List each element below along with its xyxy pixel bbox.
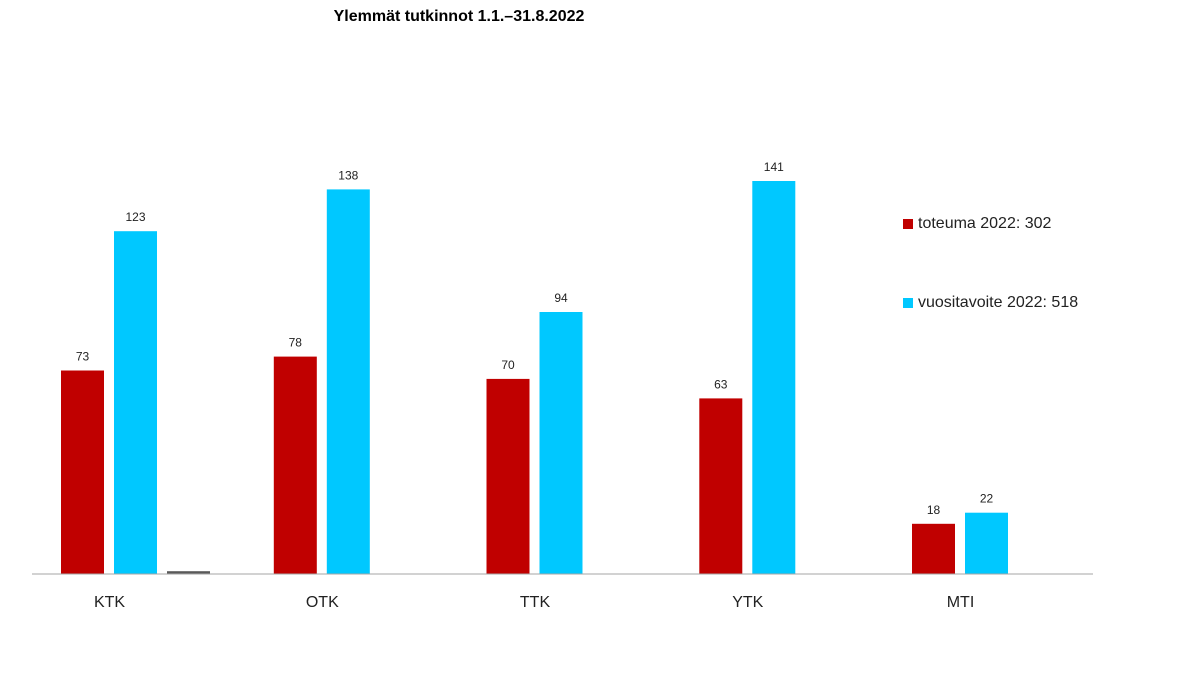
bar-ytk-series-1 [752, 181, 796, 574]
data-label-ktk-series-0: 73 [76, 350, 90, 364]
legend-swatch-toteuma [903, 219, 913, 229]
bar-ktk-series-2 [167, 571, 210, 574]
bar-ttk-series-0 [486, 378, 530, 574]
chart-title: Ylemmät tutkinnot 1.1.–31.8.2022 [333, 8, 585, 25]
bars-layer [61, 181, 1008, 574]
data-label-mti-series-1: 22 [980, 492, 994, 506]
labels-layer: 73 123 KTK 78 138 OTK 70 94 TTK 63 141 YTK 18 22 MTI [76, 160, 994, 611]
data-label-ttk-series-0: 70 [501, 358, 515, 372]
x-tick-label-mti: MTI [947, 594, 975, 611]
data-label-ttk-series-1: 94 [554, 291, 568, 305]
data-label-otk-series-0: 78 [289, 336, 303, 350]
bar-otk-series-1 [326, 189, 370, 574]
x-tick-label-ktk: KTK [94, 594, 125, 611]
x-tick-label-otk: OTK [306, 594, 339, 611]
data-label-ytk-series-0: 63 [714, 377, 728, 391]
data-label-ktk-series-1: 123 [125, 210, 145, 224]
bar-ktk-series-0 [61, 370, 104, 574]
bar-mti-series-0 [912, 523, 955, 574]
data-label-ytk-series-1: 141 [764, 160, 784, 174]
x-tick-label-ytk: YTK [732, 594, 763, 611]
legend-item-toteuma: toteuma 2022: 302 [903, 215, 1051, 233]
legend-item-vuositavoite: vuositavoite 2022: 518 [903, 294, 1078, 312]
bar-ktk-series-1 [114, 231, 157, 574]
bar-otk-series-0 [273, 356, 317, 574]
data-label-mti-series-0: 18 [927, 503, 941, 517]
data-label-otk-series-1: 138 [338, 168, 358, 182]
bar-mti-series-1 [965, 512, 1008, 574]
legend-label-toteuma: toteuma 2022: 302 [918, 215, 1052, 232]
legend-label-vuositavoite: vuositavoite 2022: 518 [918, 294, 1079, 311]
legend-swatch-vuositavoite [903, 298, 913, 308]
bar-ttk-series-1 [539, 312, 583, 574]
bar-ytk-series-0 [699, 398, 743, 574]
x-tick-label-ttk: TTK [520, 594, 551, 611]
